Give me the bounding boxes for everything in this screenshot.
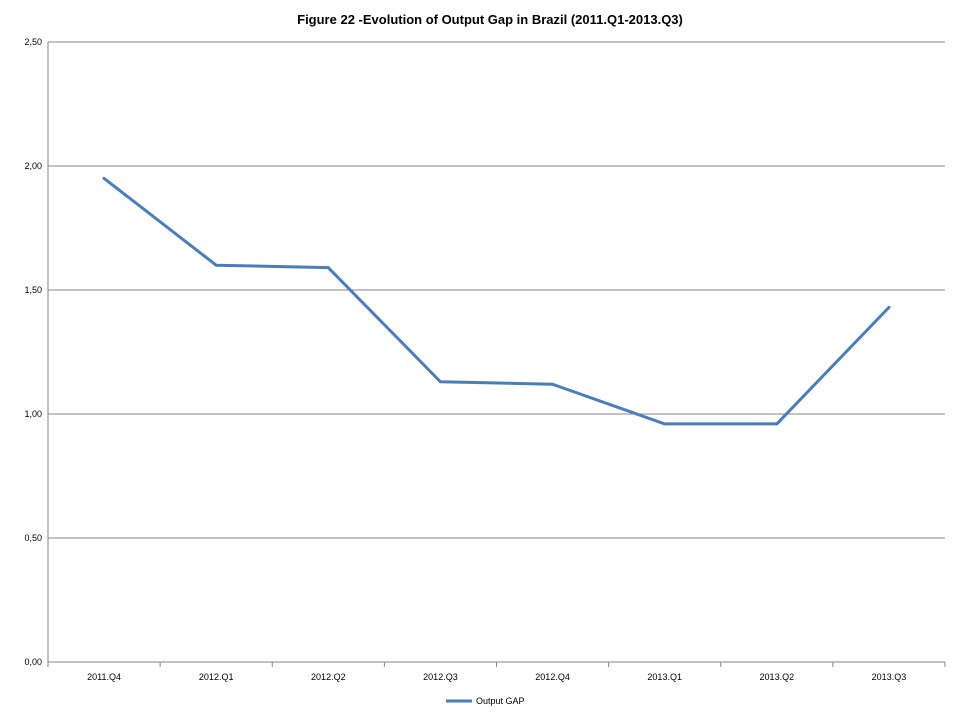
x-tick-label-3: 2012.Q3 bbox=[423, 672, 458, 682]
data-point-0-5 bbox=[663, 422, 667, 426]
x-tick-label-0: 2011.Q4 bbox=[87, 672, 121, 682]
legend: Output GAP bbox=[446, 696, 525, 706]
data-point-0-4 bbox=[551, 382, 555, 386]
x-tick-label-5: 2013.Q1 bbox=[647, 672, 682, 682]
data-point-0-7 bbox=[887, 305, 891, 309]
x-tick-label-7: 2013.Q3 bbox=[872, 672, 907, 682]
data-point-0-0 bbox=[102, 176, 106, 180]
y-tick-label-3: 1,50 bbox=[24, 285, 42, 295]
data-point-0-3 bbox=[438, 380, 442, 384]
y-tick-label-2: 1,00 bbox=[24, 409, 42, 419]
x-axis-tick-labels: 2011.Q4 2012.Q1 2012.Q2 2012.Q3 2012.Q4 2013.… bbox=[87, 672, 906, 682]
series-layer bbox=[102, 176, 891, 426]
series-line-0 bbox=[102, 176, 891, 426]
legend-label-output-gap: Output GAP bbox=[476, 696, 525, 706]
y-tick-label-4: 2,00 bbox=[24, 161, 42, 171]
data-point-0-2 bbox=[326, 266, 330, 270]
x-tick-label-2: 2012.Q2 bbox=[311, 672, 346, 682]
x-tick-label-4: 2012.Q4 bbox=[535, 672, 570, 682]
data-point-0-6 bbox=[775, 422, 779, 426]
y-axis-tick-labels: 0,00 0,50 1,00 1,50 2,00 2,50 bbox=[24, 37, 42, 667]
y-tick-label-5: 2,50 bbox=[24, 37, 42, 47]
y-tick-label-0: 0,00 bbox=[24, 657, 42, 667]
x-tick-label-1: 2012.Q1 bbox=[199, 672, 234, 682]
x-tick-label-6: 2013.Q2 bbox=[760, 672, 795, 682]
gridlines bbox=[47, 41, 946, 667]
y-tick-label-1: 0,50 bbox=[24, 533, 42, 543]
chart-title: Figure 22 -Evolution of Output Gap in Br… bbox=[297, 12, 683, 27]
data-point-0-1 bbox=[214, 263, 218, 267]
